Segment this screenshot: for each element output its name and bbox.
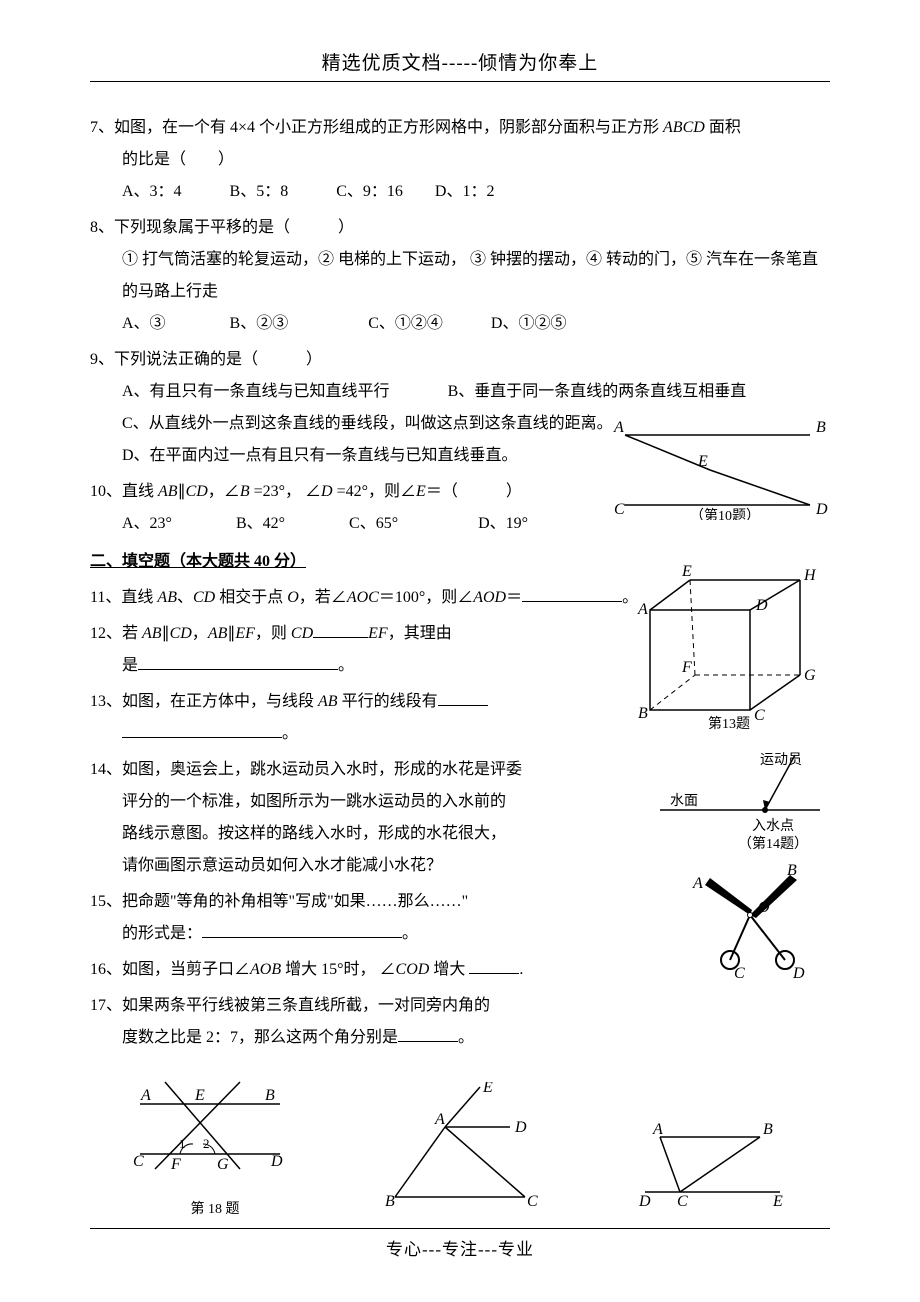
svg-text:（第10题）: （第10题） bbox=[690, 507, 760, 520]
q7-stem-3: 的比是（ ） bbox=[90, 144, 830, 176]
blank-17 bbox=[398, 1023, 458, 1042]
svg-text:C: C bbox=[754, 707, 765, 724]
figure-q19: A B C D E bbox=[375, 1082, 555, 1224]
question-7: 7、如图，在一个有 4×4 个小正方形组成的正方形网格中，阴影部分面积与正方形 … bbox=[90, 112, 830, 208]
svg-text:A: A bbox=[434, 1111, 445, 1128]
svg-text:B: B bbox=[265, 1087, 275, 1104]
svg-text:E: E bbox=[194, 1087, 205, 1104]
figure-q13: A B C D E H G F 第13题 bbox=[630, 560, 830, 742]
svg-text:O: O bbox=[758, 899, 770, 916]
figure-q16: A B C D O bbox=[690, 860, 830, 992]
figure-q14: 运动员 水面 入水点 （第14题） bbox=[650, 750, 830, 872]
svg-text:B: B bbox=[787, 862, 797, 879]
svg-text:第13题: 第13题 bbox=[708, 715, 750, 730]
q9-stem: 9、下列说法正确的是（ ） bbox=[90, 344, 830, 376]
q8-stem: 8、下列现象属于平移的是（ ） bbox=[90, 212, 830, 244]
svg-text:C: C bbox=[677, 1193, 688, 1210]
svg-text:（第14题）: （第14题） bbox=[738, 835, 808, 852]
content-body: 7、如图，在一个有 4×4 个小正方形组成的正方形网格中，阴影部分面积与正方形 … bbox=[90, 112, 830, 1224]
page: 精选优质文档-----倾情为你奉上 7、如图，在一个有 4×4 个小正方形组成的… bbox=[0, 0, 920, 1302]
svg-text:E: E bbox=[482, 1082, 493, 1096]
svg-text:D: D bbox=[270, 1153, 283, 1170]
q10-t1: 10、直线 bbox=[90, 483, 158, 500]
blank-15 bbox=[202, 919, 402, 938]
svg-text:D: D bbox=[792, 965, 805, 980]
q10-ab: AB bbox=[158, 483, 178, 500]
svg-text:C: C bbox=[734, 965, 745, 980]
svg-text:F: F bbox=[681, 659, 692, 676]
svg-text:E: E bbox=[681, 563, 692, 580]
svg-text:B: B bbox=[385, 1193, 395, 1210]
svg-text:A: A bbox=[140, 1087, 151, 1104]
svg-text:H: H bbox=[803, 567, 817, 584]
q7-stem-2: 面积 bbox=[705, 119, 741, 136]
q7-abcd: ABCD bbox=[663, 119, 705, 136]
svg-text:A: A bbox=[652, 1121, 663, 1138]
svg-text:D: D bbox=[815, 501, 828, 518]
svg-text:F: F bbox=[170, 1156, 181, 1173]
svg-text:D: D bbox=[514, 1119, 527, 1136]
svg-text:运动员: 运动员 bbox=[760, 752, 802, 768]
svg-text:D: D bbox=[755, 597, 768, 614]
svg-text:G: G bbox=[217, 1156, 229, 1173]
figure-q10: A B C D E （第10题） bbox=[600, 420, 830, 532]
question-17: 17、如果两条平行线被第三条直线所截，一对同旁内角的 度数之比是 2：7，那么这… bbox=[90, 990, 530, 1054]
svg-text:2: 2 bbox=[203, 1136, 210, 1151]
blank-11 bbox=[522, 583, 622, 602]
svg-text:C: C bbox=[614, 501, 625, 518]
page-footer: 专心---专注---专业 bbox=[0, 1235, 920, 1260]
blank-13b bbox=[122, 719, 282, 738]
q10-cd: CD bbox=[186, 483, 208, 500]
svg-text:G: G bbox=[804, 667, 816, 684]
svg-text:水面: 水面 bbox=[670, 793, 698, 809]
svg-text:C: C bbox=[133, 1153, 144, 1170]
q7-stem-1: 7、如图，在一个有 4×4 个小正方形组成的正方形网格中，阴影部分面积与正方形 bbox=[90, 119, 663, 136]
question-14: 14、如图，奥运会上，跳水运动员入水时，形成的水花是评委 评分的一个标准，如图所… bbox=[90, 754, 530, 882]
svg-text:D: D bbox=[638, 1193, 651, 1210]
blank-12b bbox=[138, 651, 338, 670]
q9-opt-a: A、有且只有一条直线与已知直线平行 bbox=[122, 383, 390, 400]
blank-16 bbox=[469, 955, 519, 974]
svg-text:入水点: 入水点 bbox=[752, 818, 794, 834]
header-divider bbox=[90, 81, 830, 82]
svg-text:E: E bbox=[697, 453, 708, 470]
svg-text:E: E bbox=[772, 1193, 783, 1210]
q9-opt-b: B、垂直于同一条直线的两条直线互相垂直 bbox=[448, 383, 747, 400]
q7-options: A、3：4 B、5：8 C、9：16 D、1：2 bbox=[90, 176, 830, 208]
svg-text:A: A bbox=[613, 420, 624, 436]
svg-text:A: A bbox=[692, 875, 703, 892]
blank-12a bbox=[313, 619, 368, 638]
blank-13a bbox=[438, 687, 488, 706]
q8-options: A、③ B、②③ C、①②④ D、①②⑤ bbox=[90, 308, 830, 340]
svg-text:B: B bbox=[638, 705, 648, 722]
svg-text:B: B bbox=[816, 420, 826, 436]
question-8: 8、下列现象属于平移的是（ ） ① 打气筒活塞的轮复运动，② 电梯的上下运动， … bbox=[90, 212, 830, 340]
footer-divider bbox=[90, 1228, 830, 1229]
bottom-figures: A E B C F G D 1 2 第 18 题 bbox=[90, 1074, 830, 1224]
figure-q18: A E B C F G D 1 2 第 18 题 bbox=[125, 1074, 305, 1224]
svg-text:B: B bbox=[763, 1121, 773, 1138]
q18-caption: 第 18 题 bbox=[125, 1196, 305, 1224]
svg-text:C: C bbox=[527, 1193, 538, 1210]
page-header: 精选优质文档-----倾情为你奉上 bbox=[90, 48, 830, 75]
question-15: 15、把命题"等角的补角相等"写成"如果……那么……" 的形式是：。 bbox=[90, 886, 530, 950]
q8-body: ① 打气筒活塞的轮复运动，② 电梯的上下运动， ③ 钟摆的摆动，④ 转动的门，⑤… bbox=[90, 244, 830, 308]
figure-q20: A B D C E bbox=[625, 1112, 795, 1224]
svg-text:A: A bbox=[637, 601, 648, 618]
